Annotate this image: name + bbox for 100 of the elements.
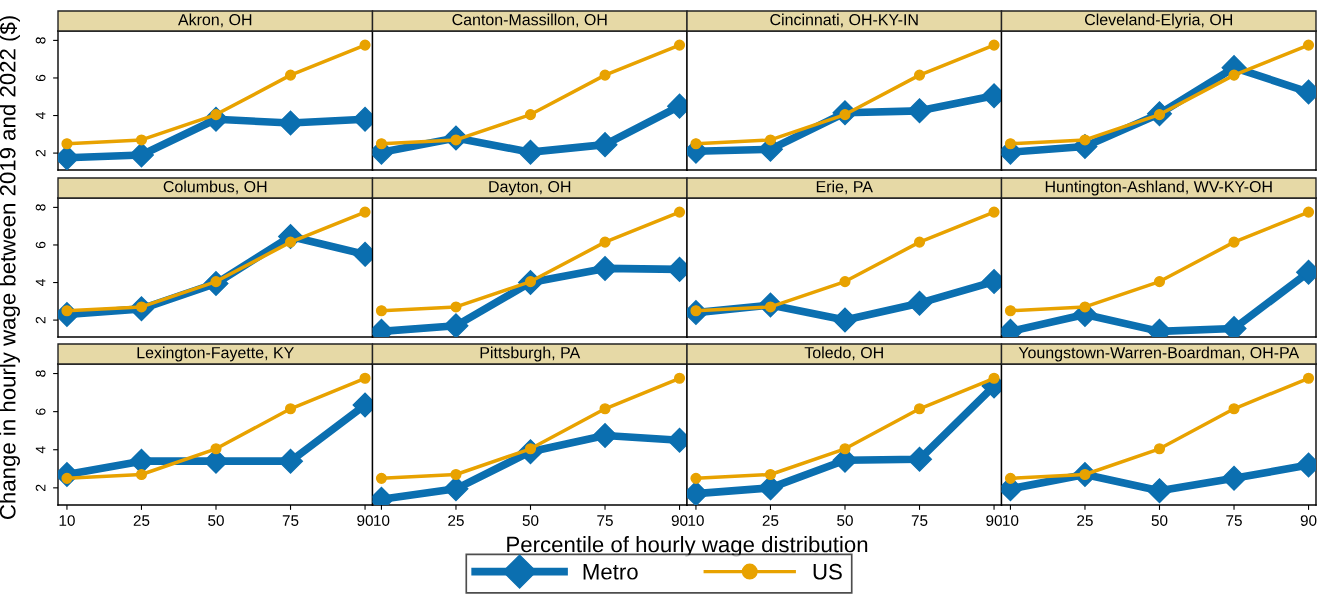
- point: [764, 468, 777, 481]
- legend-label: Metro: [583, 564, 638, 580]
- point: [907, 446, 933, 472]
- point: [128, 142, 154, 168]
- x-tick-label: 50: [837, 515, 853, 526]
- point: [1302, 206, 1315, 218]
- point: [913, 69, 926, 81]
- x-tick-label: 75: [911, 515, 928, 526]
- point: [1153, 276, 1166, 288]
- x-tick-label: 90: [1300, 515, 1317, 526]
- x-tick-label: 50: [1151, 515, 1168, 526]
- y-tick-label: 6: [35, 74, 46, 82]
- x-tick-label: 90: [986, 515, 1002, 526]
- chart-title: Lexington-Fayette, KY: [137, 346, 294, 362]
- point: [673, 39, 686, 51]
- point: [210, 443, 222, 455]
- point: [1228, 236, 1240, 248]
- chart-title: Toledo, OH: [804, 346, 883, 361]
- y-tick-label: 6: [35, 241, 46, 249]
- point: [1079, 134, 1091, 146]
- point: [284, 69, 297, 81]
- point: [1004, 472, 1016, 484]
- point: [1147, 478, 1172, 504]
- point: [839, 276, 851, 288]
- chart-title: Akron, OH: [178, 13, 252, 28]
- point: [375, 305, 387, 317]
- point: [690, 138, 702, 150]
- chart-title: Cleveland-Elyria, OH: [1085, 13, 1233, 29]
- y-tick-label: 2: [35, 484, 46, 492]
- x-tick-label: 50: [522, 515, 539, 526]
- point: [1228, 403, 1240, 415]
- point: [907, 290, 933, 316]
- x-tick-label: 90: [357, 515, 373, 526]
- point: [599, 236, 611, 248]
- point: [592, 132, 618, 158]
- x-tick-label: 10: [374, 515, 390, 526]
- point: [135, 134, 148, 146]
- point: [913, 403, 926, 415]
- point: [1079, 301, 1091, 313]
- chart-title: Canton-Massillon, OH: [452, 13, 607, 28]
- point: [907, 98, 933, 124]
- point: [450, 301, 462, 313]
- chart-title: Dayton, OH: [489, 180, 571, 196]
- point: [443, 476, 469, 502]
- legend-label: US: [813, 563, 842, 580]
- x-tick-label: 25: [133, 515, 150, 526]
- y-tick-label: 2: [35, 316, 46, 324]
- point: [524, 109, 537, 121]
- y-tick-label: 4: [35, 446, 46, 454]
- x-tick-label: 10: [59, 515, 75, 526]
- point: [690, 472, 702, 484]
- point: [988, 206, 1000, 218]
- point: [359, 39, 371, 51]
- point: [1228, 69, 1240, 81]
- x-tick-label: 10: [688, 515, 704, 526]
- point: [284, 403, 297, 415]
- point: [988, 39, 1000, 51]
- x-tick-label: 25: [1077, 515, 1093, 526]
- y-tick-label: 8: [35, 370, 46, 377]
- x-axis-title: Percentile of hourly wage distribution: [507, 536, 868, 557]
- x-tick-label: 25: [762, 515, 779, 526]
- point: [599, 69, 611, 81]
- x-tick-label: 25: [448, 515, 464, 526]
- point: [1004, 305, 1016, 317]
- point: [1004, 138, 1016, 150]
- point: [839, 443, 851, 455]
- x-tick-label: 10: [1003, 515, 1019, 526]
- point: [913, 236, 926, 248]
- point: [375, 472, 387, 484]
- chart-title: Youngstown-Warren-Boardman, OH-PA: [1018, 346, 1300, 362]
- x-tick-label: 75: [597, 515, 613, 526]
- point: [599, 403, 611, 415]
- point: [61, 138, 73, 150]
- point: [673, 372, 686, 384]
- point: [673, 206, 686, 218]
- point: [988, 372, 1000, 384]
- point: [443, 313, 469, 337]
- point: [764, 134, 777, 146]
- chart-title: Huntington-Ashland, WV-KY-OH: [1045, 180, 1272, 196]
- x-tick-label: 50: [208, 515, 224, 526]
- point: [359, 372, 371, 384]
- point: [450, 468, 462, 481]
- point: [359, 206, 371, 218]
- x-tick-label: 90: [671, 515, 688, 526]
- y-tick-label: 2: [35, 149, 46, 157]
- chart-title: Cincinnati, OH-KY-IN: [770, 13, 918, 28]
- y-tick-label: 8: [35, 204, 46, 211]
- y-tick-label: 4: [35, 279, 46, 287]
- x-tick-label: 75: [282, 515, 299, 526]
- point: [1302, 372, 1315, 384]
- y-tick-label: 4: [35, 112, 46, 120]
- y-tick-label: 8: [35, 37, 46, 44]
- chart-title: Pittsburgh, PA: [480, 346, 581, 362]
- point: [1153, 443, 1166, 455]
- point: [1302, 39, 1315, 51]
- point: [518, 139, 543, 165]
- chart-title: Erie, PA: [816, 180, 873, 195]
- y-tick-label: 6: [35, 408, 46, 415]
- point: [135, 468, 148, 481]
- x-tick-label: 75: [1226, 515, 1242, 526]
